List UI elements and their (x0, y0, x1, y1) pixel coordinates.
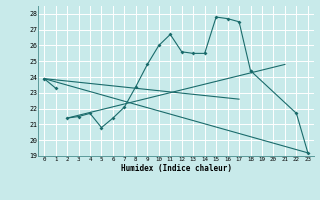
X-axis label: Humidex (Indice chaleur): Humidex (Indice chaleur) (121, 164, 231, 173)
